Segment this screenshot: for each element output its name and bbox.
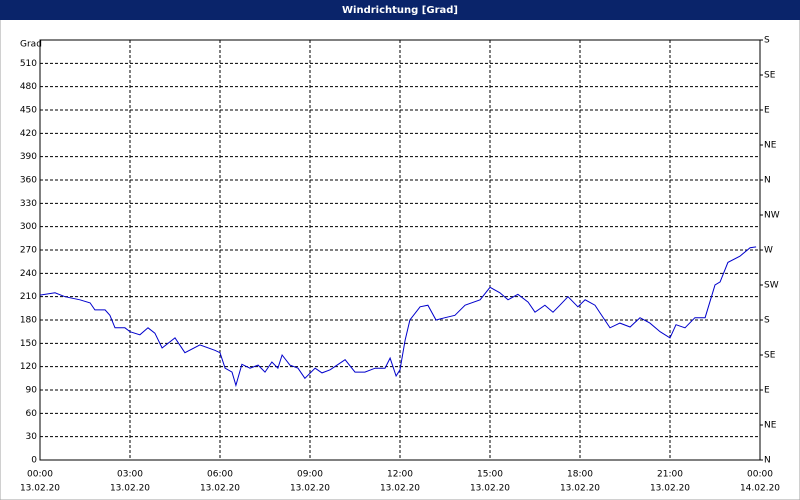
y2-tick-label: SE <box>764 71 776 81</box>
y-tick-label: 480 <box>20 82 37 92</box>
y-tick-label: 30 <box>26 432 38 442</box>
y-tick-label: 330 <box>20 199 37 209</box>
y2-tick-label: NW <box>764 211 780 221</box>
y-tick-label: 510 <box>20 59 37 69</box>
x-tick-label: 09:00 <box>297 470 323 480</box>
y-tick-label: 150 <box>20 339 37 349</box>
y-tick-label: 390 <box>20 152 37 162</box>
y2-tick-label: N <box>764 456 771 466</box>
x-tick-date: 13.02.20 <box>110 484 150 494</box>
x-tick-label: 21:00 <box>657 470 683 480</box>
y2-tick-label: S <box>764 316 770 326</box>
y-tick-label: 210 <box>20 292 37 302</box>
x-tick-date: 13.02.20 <box>380 484 420 494</box>
title-bar <box>0 0 800 20</box>
y2-tick-label: N <box>764 176 771 186</box>
y-tick-label: 270 <box>20 246 37 256</box>
y2-tick-label: E <box>764 106 770 116</box>
x-tick-label: 03:00 <box>117 470 143 480</box>
y-tick-label: 90 <box>26 386 38 396</box>
x-tick-date: 14.02.20 <box>740 484 780 494</box>
y2-tick-label: S <box>764 36 770 46</box>
y2-tick-label: W <box>764 246 773 256</box>
x-tick-date: 13.02.20 <box>200 484 240 494</box>
x-tick-label: 06:00 <box>207 470 233 480</box>
y-tick-label: 240 <box>20 269 37 279</box>
y-axis-label: Grad <box>20 40 42 50</box>
y-tick-label: 180 <box>20 316 37 326</box>
y-tick-label: 420 <box>20 129 37 139</box>
x-tick-date: 13.02.20 <box>560 484 600 494</box>
x-tick-date: 13.02.20 <box>290 484 330 494</box>
y-tick-label: 120 <box>20 362 37 372</box>
y-tick-label: 60 <box>26 409 38 419</box>
chart-title: Windrichtung [Grad] <box>342 5 458 16</box>
plot-border <box>39 39 761 461</box>
y2-tick-label: NE <box>764 421 777 431</box>
y2-tick-label: E <box>764 386 770 396</box>
x-tick-date: 13.02.20 <box>20 484 60 494</box>
x-tick-label: 00:00 <box>27 470 53 480</box>
x-tick-label: 12:00 <box>387 470 413 480</box>
x-tick-label: 18:00 <box>567 470 593 480</box>
y-tick-label: 0 <box>31 456 37 466</box>
data-line <box>39 246 757 388</box>
x-tick-label: 00:00 <box>747 470 773 480</box>
y2-tick-label: SW <box>764 281 779 291</box>
y-tick-label: 300 <box>20 222 37 232</box>
x-tick-date: 13.02.20 <box>470 484 510 494</box>
x-tick-label: 15:00 <box>477 470 503 480</box>
y-tick-label: 450 <box>20 106 37 116</box>
y2-tick-label: SE <box>764 351 776 361</box>
y-tick-label: 360 <box>20 176 37 186</box>
y2-tick-label: NE <box>764 141 777 151</box>
x-tick-date: 13.02.20 <box>650 484 690 494</box>
